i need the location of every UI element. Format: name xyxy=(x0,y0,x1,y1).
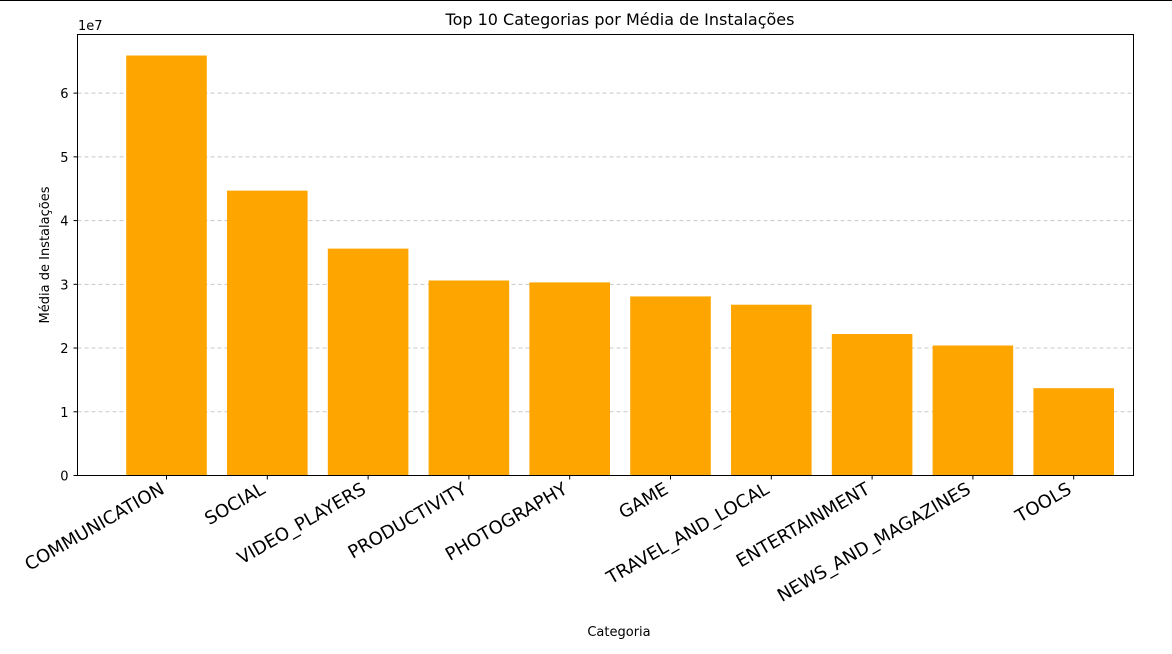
bar-travel-and-local xyxy=(731,304,812,476)
bar-news-and-magazines xyxy=(932,345,1014,476)
x-tick-label-game: GAME xyxy=(615,479,672,524)
bar-social xyxy=(227,190,308,476)
bar-video-players xyxy=(327,248,409,476)
y-tick-label-0: 0 xyxy=(60,470,68,485)
y-offset-label: 1e7 xyxy=(78,19,103,34)
x-tick-label-communication: COMMUNICATION xyxy=(21,479,168,576)
x-tick-label-social: SOCIAL xyxy=(201,479,268,530)
x-axis-label: Categoria xyxy=(587,625,650,640)
chart-title: Top 10 Categorias por Média de Instalaçõ… xyxy=(445,10,795,29)
x-tick-label-travel-and-local: TRAVEL_AND_LOCAL xyxy=(602,479,773,590)
x-tick-label-tools: TOOLS xyxy=(1011,479,1075,528)
y-axis-label: Média de Instalações xyxy=(38,186,53,323)
y-axis-ticks: 0 1 2 3 4 5 6 xyxy=(60,87,78,485)
plot-frame xyxy=(77,34,1134,476)
y-tick-label-1: 1 xyxy=(60,406,68,421)
y-tick-label-3: 3 xyxy=(60,278,68,293)
y-tick-label-2: 2 xyxy=(60,342,68,357)
bar-communication xyxy=(126,55,207,476)
bar-game xyxy=(630,296,711,476)
y-tick-label-5: 5 xyxy=(60,151,68,166)
y-tick-label-6: 6 xyxy=(60,87,68,102)
bar-tools xyxy=(1033,388,1114,476)
x-tick-label-news-and-magazines: NEWS_AND_MAGAZINES xyxy=(774,479,975,607)
bars xyxy=(126,55,1114,476)
bar-productivity xyxy=(428,280,510,476)
x-axis-ticks: COMMUNICATION SOCIALVIDEO_PLAYERSPRODUCTI… xyxy=(21,475,1075,607)
y-tick-label-4: 4 xyxy=(60,215,68,230)
bar-entertainment xyxy=(831,334,913,476)
bar-photography xyxy=(529,282,610,476)
